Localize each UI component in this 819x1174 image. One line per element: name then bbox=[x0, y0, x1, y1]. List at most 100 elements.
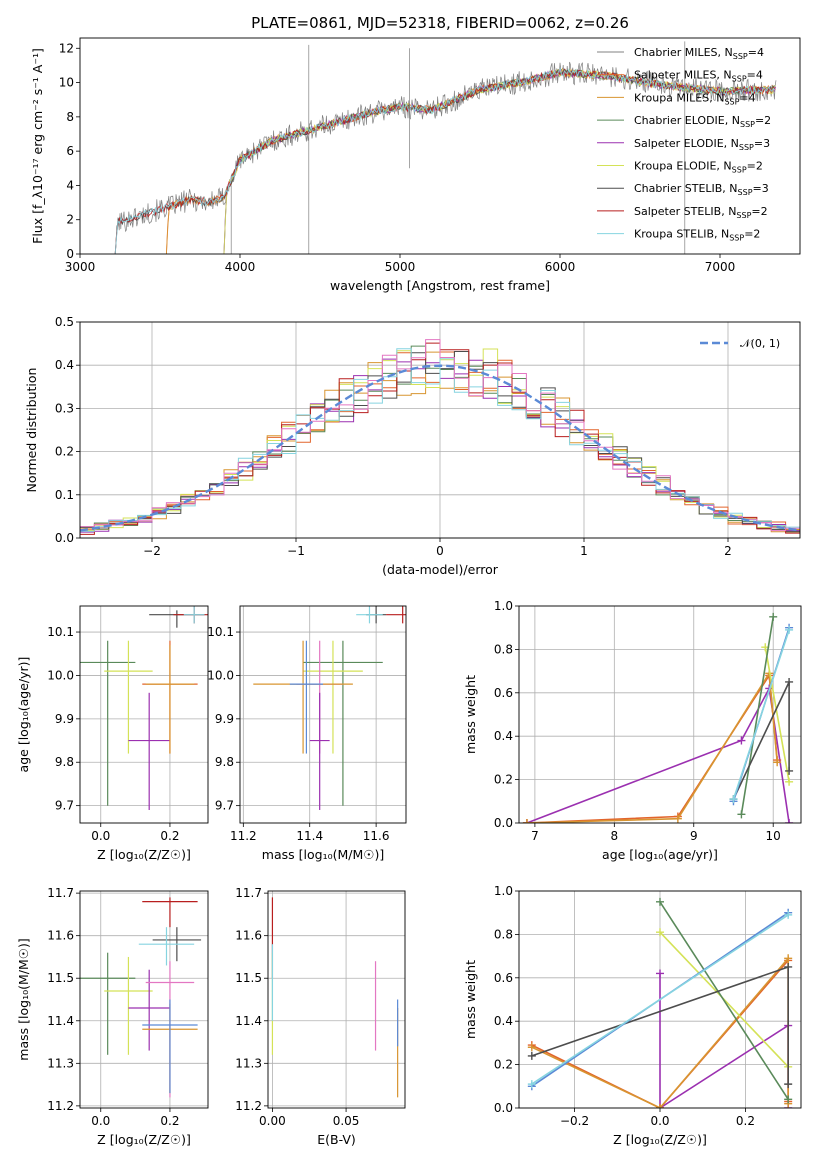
x-tick-label: 11.2 bbox=[230, 829, 257, 843]
weight-marker bbox=[656, 1104, 664, 1108]
legend-label: Chabrier ELODIE, NSSP=2 bbox=[634, 114, 771, 129]
weight-vs-Z-plot-area bbox=[527, 897, 793, 1108]
y-tick-label: 0.2 bbox=[494, 773, 513, 787]
weight-line bbox=[740, 616, 774, 815]
y-tick-label: 8 bbox=[66, 110, 74, 124]
spectrum-legend: Chabrier MILES, NSSP=4 Salpeter MILES, NS… bbox=[597, 46, 771, 243]
y-tick-label: 4 bbox=[66, 178, 74, 192]
weight-line bbox=[732, 629, 790, 800]
weight-marker bbox=[785, 677, 794, 686]
spectrum-ticks: 3000 4000 5000 6000 7000 0 2 4 6 8 10 12 bbox=[59, 41, 736, 274]
weight-vs-age-frame bbox=[518, 605, 802, 824]
x-tick-label: 1 bbox=[580, 544, 588, 558]
panel-mass-vs-Z: 0.0 0.2 11.2 11.3 11.4 11.5 11.6 11.7 Z [log₁₀(Z… bbox=[16, 886, 209, 1147]
weight-line bbox=[659, 901, 789, 1100]
legend-label: Salpeter ELODIE, NSSP=3 bbox=[634, 137, 770, 152]
y-tick-label: 0.3 bbox=[55, 401, 74, 415]
weight-line bbox=[526, 685, 790, 823]
y-tick-label: 9.9 bbox=[55, 712, 74, 726]
panel-age-vs-mass: 11.2 11.4 11.6 9.7 9.8 9.9 10.0 10.1 mass [log₁₀… bbox=[207, 605, 407, 862]
age-vs-mass-xlabel: mass [log₁₀(M/M☉)] bbox=[262, 847, 384, 862]
mass-vs-ebv-grid bbox=[268, 891, 405, 1108]
y-tick-label: 12 bbox=[59, 41, 74, 55]
age-vs-mass-frame bbox=[239, 605, 407, 824]
mass-vs-ebv-ticks: 0.00 0.05 11.2 11.3 11.4 11.5 11.6 11.7 bbox=[235, 886, 359, 1128]
weight-marker bbox=[784, 954, 793, 963]
age-vs-Z-grid bbox=[80, 606, 208, 823]
age-vs-Z-ticks: 0.0 0.2 9.7 9.8 9.9 10.0 10.1 bbox=[47, 625, 179, 843]
y-tick-label: 11.2 bbox=[47, 1099, 74, 1113]
age-vs-Z-plot-area bbox=[80, 606, 208, 810]
y-tick-label: 10.1 bbox=[207, 625, 234, 639]
x-tick-label: 0.2 bbox=[160, 1114, 179, 1128]
y-tick-label: 9.9 bbox=[215, 712, 234, 726]
y-tick-label: 0.5 bbox=[55, 315, 74, 329]
legend-label: 𝒩(0, 1) bbox=[740, 337, 780, 350]
x-tick-label: 7 bbox=[531, 829, 539, 843]
residuals-plot-area bbox=[80, 339, 800, 538]
y-tick-label: 0 bbox=[66, 247, 74, 261]
y-tick-label: 10.1 bbox=[47, 625, 74, 639]
weight-marker bbox=[785, 777, 794, 786]
spectrum-plot-area bbox=[114, 41, 777, 254]
y-tick-label: 11.6 bbox=[47, 929, 74, 943]
x-tick-label: 0.0 bbox=[650, 1114, 669, 1128]
weight-marker bbox=[785, 819, 794, 823]
mass-vs-Z-grid bbox=[80, 891, 208, 1108]
weight-vs-age-xlabel: age [log₁₀(age/yr)] bbox=[602, 847, 718, 862]
y-tick-label: 6 bbox=[66, 144, 74, 158]
x-tick-label: 9 bbox=[690, 829, 698, 843]
weight-marker bbox=[784, 1095, 793, 1104]
age-vs-Z-ylabel: age [log₁₀(age/yr)] bbox=[16, 657, 31, 773]
histogram-series bbox=[80, 339, 800, 538]
x-tick-label: −2 bbox=[143, 544, 161, 558]
weight-vs-Z-xlabel: Z [log₁₀(Z/Z☉)] bbox=[613, 1132, 707, 1147]
x-tick-label: 0.00 bbox=[259, 1114, 286, 1128]
mass-vs-Z-xlabel: Z [log₁₀(Z/Z☉)] bbox=[97, 1132, 191, 1147]
weight-marker bbox=[737, 810, 746, 819]
x-tick-label: 5000 bbox=[385, 260, 416, 274]
x-tick-label: 0.2 bbox=[736, 1114, 755, 1128]
legend-label: Chabrier MILES, NSSP=4 bbox=[634, 46, 764, 61]
y-tick-label: 0.6 bbox=[494, 686, 513, 700]
weight-vs-Z-frame bbox=[518, 890, 802, 1109]
panel-weight-vs-age: 7 8 9 10 0.0 0.2 0.4 0.6 0.8 1.0 age [log₁₀(age/yr… bbox=[463, 599, 802, 862]
weight-vs-age-ticks: 7 8 9 10 0.0 0.2 0.4 0.6 0.8 1.0 bbox=[494, 599, 781, 843]
figure-title: PLATE=0861, MJD=52318, FIBERID=0062, z=0… bbox=[251, 14, 629, 32]
weight-vs-age-plot-area bbox=[522, 612, 794, 823]
y-tick-label: 10.0 bbox=[47, 668, 74, 682]
weight-marker bbox=[656, 969, 664, 978]
spectrum-line bbox=[114, 67, 776, 254]
x-tick-label: 8 bbox=[611, 829, 619, 843]
panel-weight-vs-Z: −0.2 0.0 0.2 0.0 0.2 0.4 0.6 0.8 1.0 Z [log₁₀(Z/Z… bbox=[463, 884, 802, 1147]
y-tick-label: 9.8 bbox=[215, 755, 234, 769]
mass-vs-ebv-xlabel: E(B-V) bbox=[317, 1132, 356, 1147]
legend-label: Salpeter MILES, NSSP=4 bbox=[634, 69, 763, 84]
weight-vs-age-grid bbox=[519, 605, 801, 824]
weight-vs-age-ylabel: mass weight bbox=[463, 675, 478, 754]
weight-line bbox=[526, 673, 778, 823]
y-tick-label: 11.4 bbox=[47, 1014, 74, 1028]
y-tick-label: 0.4 bbox=[494, 729, 513, 743]
x-tick-label: 2 bbox=[724, 544, 732, 558]
y-tick-label: 9.7 bbox=[55, 799, 74, 813]
y-tick-label: 0.8 bbox=[494, 642, 513, 656]
weight-marker bbox=[784, 910, 793, 919]
weight-marker bbox=[527, 1051, 536, 1060]
y-tick-label: 11.2 bbox=[235, 1099, 262, 1113]
age-vs-Z-frame bbox=[79, 605, 209, 824]
age-vs-mass-grid bbox=[240, 606, 406, 823]
mass-vs-ebv-plot-area bbox=[271, 897, 399, 1098]
weight-marker bbox=[784, 1080, 793, 1089]
y-tick-label: 0.1 bbox=[55, 488, 74, 502]
y-tick-label: 0.0 bbox=[494, 1101, 513, 1115]
x-tick-label: −1 bbox=[287, 544, 305, 558]
weight-marker bbox=[656, 928, 664, 937]
legend-label: Salpeter STELIB, NSSP=2 bbox=[634, 205, 768, 220]
x-tick-label: 3000 bbox=[65, 260, 96, 274]
x-tick-label: 0.0 bbox=[91, 829, 110, 843]
y-tick-label: 0.4 bbox=[55, 358, 74, 372]
residuals-ylabel: Normed distribution bbox=[24, 368, 39, 493]
mass-vs-ebv-frame bbox=[267, 890, 406, 1109]
